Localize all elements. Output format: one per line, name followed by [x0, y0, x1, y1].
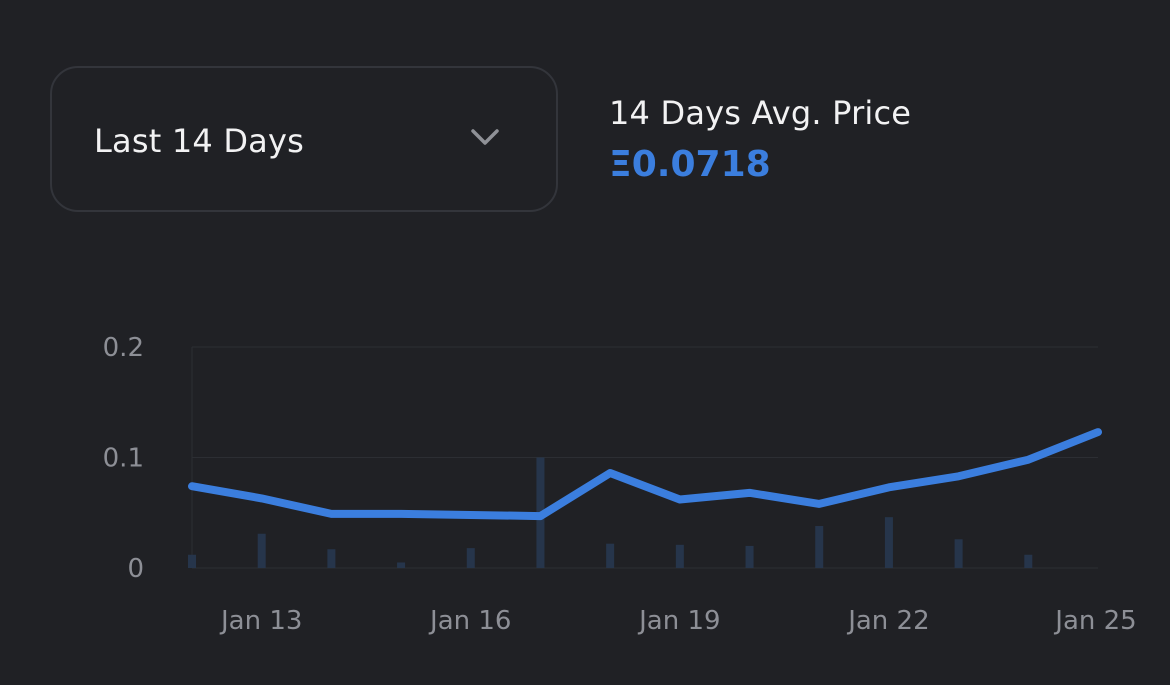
- time-range-label: Last 14 Days: [94, 122, 304, 160]
- x-tick-label: Jan 22: [846, 606, 929, 636]
- time-range-dropdown[interactable]: Last 14 Days: [50, 66, 558, 212]
- price-chart: 0.2 0.1 0 Jan 13 Jan 16 Jan 19 Jan 22 Jan 25: [103, 333, 1137, 636]
- volume-bar: [884, 517, 893, 568]
- chevron-down-icon: [471, 129, 499, 145]
- y-tick-label: 0.1: [103, 444, 144, 474]
- x-tick-label: Jan 19: [637, 606, 720, 636]
- volume-bar: [675, 544, 684, 568]
- volume-bar: [257, 533, 266, 568]
- volume-bar: [327, 549, 336, 568]
- volume-bar: [606, 543, 615, 568]
- volume-bar: [1024, 554, 1033, 568]
- x-tick-label: Jan 13: [219, 606, 302, 636]
- volume-bar: [466, 548, 475, 568]
- volume-bar: [397, 562, 406, 568]
- x-tick-label: Jan 16: [428, 606, 511, 636]
- avg-price-title: 14 Days Avg. Price: [609, 94, 912, 132]
- avg-price-value: Ξ0.0718: [609, 144, 771, 185]
- x-tick-label: Jan 25: [1053, 606, 1136, 636]
- volume-bar: [745, 545, 754, 568]
- y-tick-label: 0.2: [103, 333, 144, 363]
- price-line: [188, 428, 1102, 521]
- volume-bar: [954, 539, 963, 568]
- volume-bar: [815, 526, 824, 568]
- volume-bar: [188, 554, 196, 568]
- y-tick-label: 0: [127, 554, 144, 584]
